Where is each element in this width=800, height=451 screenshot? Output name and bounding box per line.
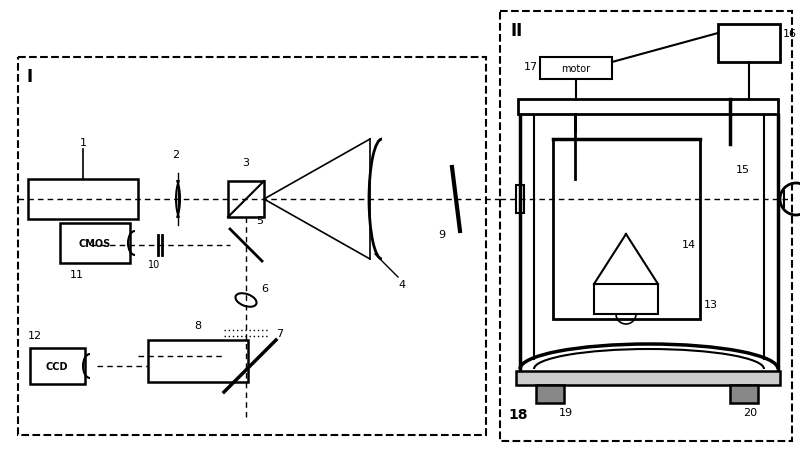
Text: 9: 9 bbox=[438, 230, 445, 239]
Text: 16: 16 bbox=[783, 29, 797, 39]
Text: 20: 20 bbox=[743, 407, 757, 417]
Text: 11: 11 bbox=[70, 269, 84, 279]
Bar bbox=[594, 285, 658, 314]
Bar bbox=[228, 182, 264, 217]
Bar bbox=[60, 224, 130, 263]
Text: 2: 2 bbox=[173, 150, 179, 160]
Bar bbox=[536, 385, 564, 403]
Text: 6: 6 bbox=[261, 283, 268, 293]
Text: 13: 13 bbox=[704, 299, 718, 309]
Text: 17: 17 bbox=[524, 62, 538, 72]
Text: motor: motor bbox=[562, 64, 590, 74]
Bar bbox=[516, 186, 524, 213]
Bar bbox=[28, 179, 138, 220]
Text: 14: 14 bbox=[682, 239, 696, 249]
Text: 5: 5 bbox=[256, 216, 263, 226]
Bar bbox=[18, 58, 486, 435]
Bar bbox=[553, 140, 700, 319]
Text: 7: 7 bbox=[276, 328, 283, 338]
Text: CCD: CCD bbox=[46, 361, 68, 371]
Text: 18: 18 bbox=[508, 407, 527, 421]
Text: 3: 3 bbox=[242, 158, 250, 168]
Bar bbox=[730, 385, 758, 403]
Text: 19: 19 bbox=[559, 407, 573, 417]
Text: 10: 10 bbox=[148, 259, 160, 269]
Bar bbox=[30, 348, 85, 384]
Text: 1: 1 bbox=[80, 138, 87, 147]
Bar bbox=[500, 12, 792, 441]
Bar bbox=[516, 371, 780, 385]
Text: 15: 15 bbox=[736, 165, 750, 175]
Text: II: II bbox=[510, 22, 522, 40]
Bar bbox=[148, 340, 248, 382]
Text: CMOS: CMOS bbox=[79, 239, 111, 249]
Bar bbox=[540, 58, 612, 80]
Bar bbox=[518, 100, 778, 115]
Text: 4: 4 bbox=[398, 279, 405, 290]
Bar bbox=[718, 25, 780, 63]
Text: I: I bbox=[26, 68, 32, 86]
Text: 8: 8 bbox=[194, 320, 202, 330]
Text: 12: 12 bbox=[28, 330, 42, 340]
